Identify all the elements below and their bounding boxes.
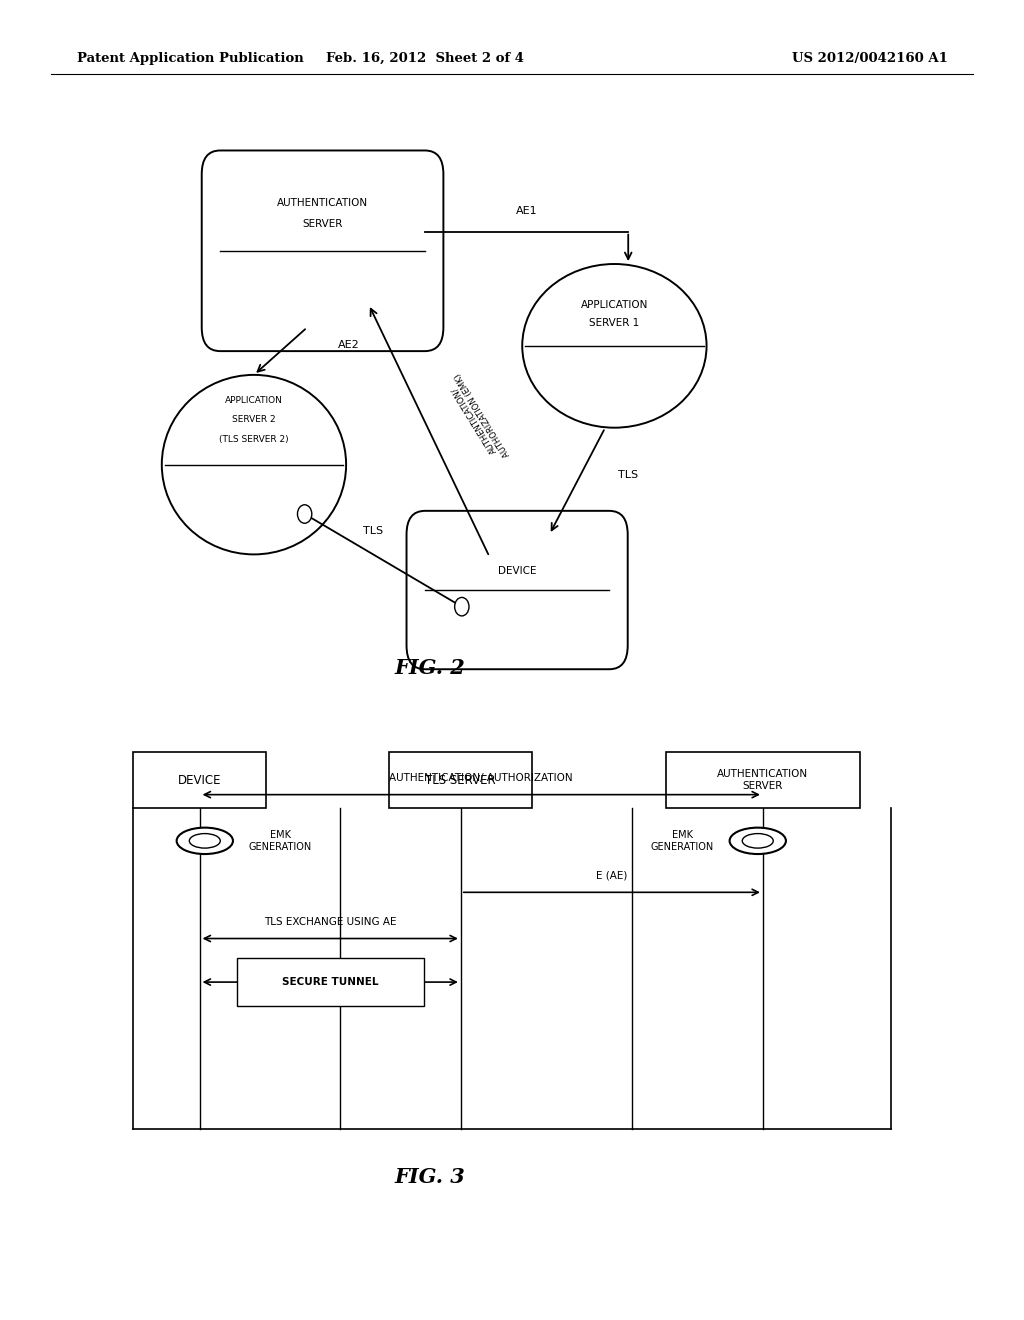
Text: APPLICATION: APPLICATION (581, 300, 648, 310)
Text: US 2012/0042160 A1: US 2012/0042160 A1 (793, 51, 948, 65)
Text: Feb. 16, 2012  Sheet 2 of 4: Feb. 16, 2012 Sheet 2 of 4 (326, 51, 524, 65)
Text: Patent Application Publication: Patent Application Publication (77, 51, 303, 65)
Bar (133, 752, 266, 808)
Text: EMK
GENERATION: EMK GENERATION (249, 830, 312, 851)
Text: TLS EXCHANGE USING AE: TLS EXCHANGE USING AE (264, 916, 396, 927)
Text: TLS SERVER: TLS SERVER (426, 774, 496, 787)
Text: (TLS SERVER 2): (TLS SERVER 2) (219, 436, 289, 444)
Ellipse shape (522, 264, 707, 428)
Text: SECURE TUNNEL: SECURE TUNNEL (282, 977, 379, 987)
Text: AUTHENTICATION: AUTHENTICATION (278, 198, 368, 207)
Circle shape (455, 598, 469, 616)
FancyBboxPatch shape (407, 511, 628, 669)
Ellipse shape (729, 828, 786, 854)
Ellipse shape (177, 828, 233, 854)
FancyBboxPatch shape (237, 958, 424, 1006)
Text: FIG. 3: FIG. 3 (394, 1167, 466, 1188)
Text: AUTHENTICATION/
AUTHORIZATION (EMK): AUTHENTICATION/ AUTHORIZATION (EMK) (444, 371, 512, 463)
Text: E (AE): E (AE) (596, 870, 628, 880)
Text: APPLICATION: APPLICATION (225, 396, 283, 404)
Text: DEVICE: DEVICE (498, 566, 537, 576)
Text: SERVER 1: SERVER 1 (589, 318, 640, 327)
Text: EMK
GENERATION: EMK GENERATION (650, 830, 714, 851)
Text: AE2: AE2 (338, 339, 359, 350)
Text: DEVICE: DEVICE (178, 774, 221, 787)
Bar (666, 752, 860, 808)
Ellipse shape (742, 834, 773, 849)
Ellipse shape (162, 375, 346, 554)
Circle shape (297, 504, 311, 523)
Text: AUTHENTICATION
SERVER: AUTHENTICATION SERVER (718, 770, 808, 791)
FancyBboxPatch shape (202, 150, 443, 351)
Text: SERVER 2: SERVER 2 (232, 416, 275, 424)
Text: AUTHENTICATION/ AUTHORIZATION: AUTHENTICATION/ AUTHORIZATION (389, 772, 573, 783)
Text: AE1: AE1 (516, 206, 538, 215)
Text: TLS: TLS (362, 527, 383, 536)
Bar (389, 752, 532, 808)
Text: SERVER: SERVER (302, 219, 343, 228)
Text: FIG. 2: FIG. 2 (394, 657, 466, 678)
Ellipse shape (189, 834, 220, 849)
Text: TLS: TLS (618, 470, 638, 479)
